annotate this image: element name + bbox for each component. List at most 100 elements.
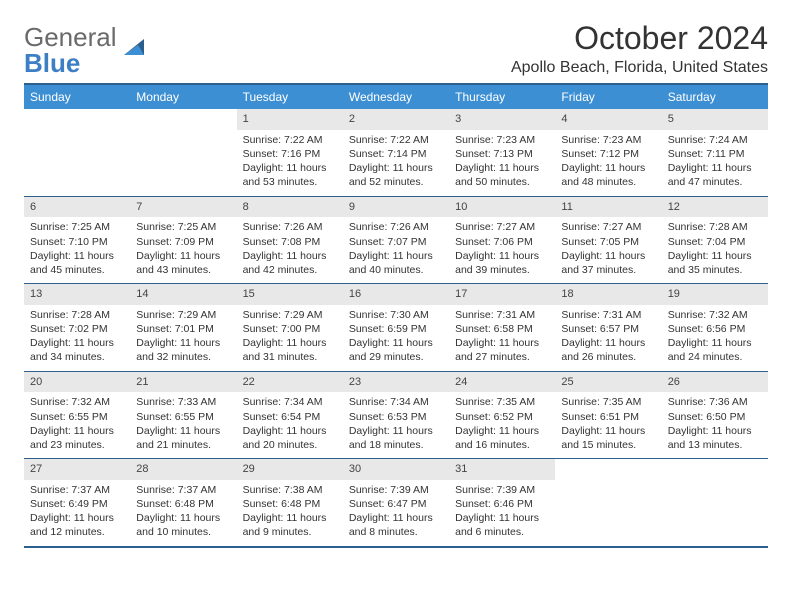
daylight-text: Daylight: 11 hours and 35 minutes. [668, 249, 762, 277]
daylight-text: Daylight: 11 hours and 45 minutes. [30, 249, 124, 277]
day-cell: 26Sunrise: 7:36 AMSunset: 6:50 PMDayligh… [662, 372, 768, 459]
day-number: 8 [237, 197, 343, 218]
day-content: Sunrise: 7:22 AMSunset: 7:16 PMDaylight:… [237, 130, 343, 196]
day-cell: 23Sunrise: 7:34 AMSunset: 6:53 PMDayligh… [343, 372, 449, 459]
day-content: Sunrise: 7:22 AMSunset: 7:14 PMDaylight:… [343, 130, 449, 196]
day-content: Sunrise: 7:29 AMSunset: 7:01 PMDaylight:… [130, 305, 236, 371]
daylight-text: Daylight: 11 hours and 16 minutes. [455, 424, 549, 452]
weekday-header: Friday [555, 85, 661, 109]
sunrise-text: Sunrise: 7:29 AM [243, 308, 337, 322]
daylight-text: Daylight: 11 hours and 20 minutes. [243, 424, 337, 452]
daylight-text: Daylight: 11 hours and 47 minutes. [668, 161, 762, 189]
weekday-header: Sunday [24, 85, 130, 109]
header: General Blue October 2024 Apollo Beach, … [24, 20, 768, 77]
day-cell: 13Sunrise: 7:28 AMSunset: 7:02 PMDayligh… [24, 284, 130, 371]
calendar: SundayMondayTuesdayWednesdayThursdayFrid… [24, 83, 768, 548]
day-number: 3 [449, 109, 555, 130]
logo-text-blue: Blue [24, 48, 80, 78]
week-row: 6Sunrise: 7:25 AMSunset: 7:10 PMDaylight… [24, 196, 768, 284]
day-cell: 3 Sunrise: 7:23 AMSunset: 7:13 PMDaylight… [449, 109, 555, 196]
sunrise-text: Sunrise: 7:28 AM [668, 220, 762, 234]
day-number: 9 [343, 197, 449, 218]
sunrise-text: Sunrise: 7:35 AM [455, 395, 549, 409]
sunrise-text: Sunrise: 7:26 AM [243, 220, 337, 234]
weekday-header: Thursday [449, 85, 555, 109]
sunrise-text: Sunrise: 7:25 AM [136, 220, 230, 234]
title-block: October 2024 Apollo Beach, Florida, Unit… [511, 20, 768, 77]
daylight-text: Daylight: 11 hours and 43 minutes. [136, 249, 230, 277]
sunset-text: Sunset: 7:13 PM [455, 147, 549, 161]
day-cell: 10Sunrise: 7:27 AMSunset: 7:06 PMDayligh… [449, 197, 555, 284]
sunset-text: Sunset: 6:57 PM [561, 322, 655, 336]
day-cell: 6Sunrise: 7:25 AMSunset: 7:10 PMDaylight… [24, 197, 130, 284]
sunset-text: Sunset: 7:14 PM [349, 147, 443, 161]
daylight-text: Daylight: 11 hours and 10 minutes. [136, 511, 230, 539]
daylight-text: Daylight: 11 hours and 32 minutes. [136, 336, 230, 364]
day-content: Sunrise: 7:24 AMSunset: 7:11 PMDaylight:… [662, 130, 768, 196]
day-number: 17 [449, 284, 555, 305]
weekday-header-row: SundayMondayTuesdayWednesdayThursdayFrid… [24, 85, 768, 109]
sunset-text: Sunset: 7:00 PM [243, 322, 337, 336]
day-content: Sunrise: 7:37 AMSunset: 6:49 PMDaylight:… [24, 480, 130, 546]
sunset-text: Sunset: 7:11 PM [668, 147, 762, 161]
daylight-text: Daylight: 11 hours and 6 minutes. [455, 511, 549, 539]
week-row: 13Sunrise: 7:28 AMSunset: 7:02 PMDayligh… [24, 283, 768, 371]
daylight-text: Daylight: 11 hours and 50 minutes. [455, 161, 549, 189]
day-cell: 7Sunrise: 7:25 AMSunset: 7:09 PMDaylight… [130, 197, 236, 284]
day-content: Sunrise: 7:39 AMSunset: 6:46 PMDaylight:… [449, 480, 555, 546]
day-cell: 2Sunrise: 7:22 AMSunset: 7:14 PMDaylight… [343, 109, 449, 196]
week-row: 20Sunrise: 7:32 AMSunset: 6:55 PMDayligh… [24, 371, 768, 459]
day-content: Sunrise: 7:33 AMSunset: 6:55 PMDaylight:… [130, 392, 236, 458]
day-number: 6 [24, 197, 130, 218]
sunrise-text: Sunrise: 7:22 AM [349, 133, 443, 147]
daylight-text: Daylight: 11 hours and 42 minutes. [243, 249, 337, 277]
sunrise-text: Sunrise: 7:29 AM [136, 308, 230, 322]
day-cell: 20Sunrise: 7:32 AMSunset: 6:55 PMDayligh… [24, 372, 130, 459]
sunset-text: Sunset: 6:53 PM [349, 410, 443, 424]
sunrise-text: Sunrise: 7:31 AM [455, 308, 549, 322]
day-cell: 11Sunrise: 7:27 AMSunset: 7:05 PMDayligh… [555, 197, 661, 284]
day-content: Sunrise: 7:31 AMSunset: 6:58 PMDaylight:… [449, 305, 555, 371]
sunrise-text: Sunrise: 7:28 AM [30, 308, 124, 322]
sunset-text: Sunset: 6:58 PM [455, 322, 549, 336]
day-content: Sunrise: 7:29 AMSunset: 7:00 PMDaylight:… [237, 305, 343, 371]
day-content: Sunrise: 7:26 AMSunset: 7:07 PMDaylight:… [343, 217, 449, 283]
day-content: Sunrise: 7:30 AMSunset: 6:59 PMDaylight:… [343, 305, 449, 371]
daylight-text: Daylight: 11 hours and 31 minutes. [243, 336, 337, 364]
sunrise-text: Sunrise: 7:26 AM [349, 220, 443, 234]
day-number: 19 [662, 284, 768, 305]
day-content: Sunrise: 7:32 AMSunset: 6:56 PMDaylight:… [662, 305, 768, 371]
sunset-text: Sunset: 7:02 PM [30, 322, 124, 336]
day-cell: 30Sunrise: 7:39 AMSunset: 6:47 PMDayligh… [343, 459, 449, 546]
daylight-text: Daylight: 11 hours and 8 minutes. [349, 511, 443, 539]
sunset-text: Sunset: 6:48 PM [243, 497, 337, 511]
day-cell [24, 109, 130, 196]
daylight-text: Daylight: 11 hours and 40 minutes. [349, 249, 443, 277]
daylight-text: Daylight: 11 hours and 29 minutes. [349, 336, 443, 364]
day-cell: 31Sunrise: 7:39 AMSunset: 6:46 PMDayligh… [449, 459, 555, 546]
day-content: Sunrise: 7:28 AMSunset: 7:04 PMDaylight:… [662, 217, 768, 283]
day-number: 1 [237, 109, 343, 130]
day-content: Sunrise: 7:26 AMSunset: 7:08 PMDaylight:… [237, 217, 343, 283]
sunrise-text: Sunrise: 7:23 AM [455, 133, 549, 147]
sunrise-text: Sunrise: 7:37 AM [136, 483, 230, 497]
sunrise-text: Sunrise: 7:38 AM [243, 483, 337, 497]
sunrise-text: Sunrise: 7:36 AM [668, 395, 762, 409]
sunrise-text: Sunrise: 7:37 AM [30, 483, 124, 497]
day-number: 29 [237, 459, 343, 480]
sunset-text: Sunset: 6:59 PM [349, 322, 443, 336]
day-cell: 9Sunrise: 7:26 AMSunset: 7:07 PMDaylight… [343, 197, 449, 284]
day-cell: 5Sunrise: 7:24 AMSunset: 7:11 PMDaylight… [662, 109, 768, 196]
day-cell [555, 459, 661, 546]
logo: General Blue [24, 20, 148, 76]
day-number: 25 [555, 372, 661, 393]
sunrise-text: Sunrise: 7:22 AM [243, 133, 337, 147]
day-content: Sunrise: 7:34 AMSunset: 6:53 PMDaylight:… [343, 392, 449, 458]
day-content: Sunrise: 7:38 AMSunset: 6:48 PMDaylight:… [237, 480, 343, 546]
sunrise-text: Sunrise: 7:32 AM [668, 308, 762, 322]
sunset-text: Sunset: 6:48 PM [136, 497, 230, 511]
daylight-text: Daylight: 11 hours and 52 minutes. [349, 161, 443, 189]
day-content: Sunrise: 7:28 AMSunset: 7:02 PMDaylight:… [24, 305, 130, 371]
weekday-header: Saturday [662, 85, 768, 109]
daylight-text: Daylight: 11 hours and 37 minutes. [561, 249, 655, 277]
